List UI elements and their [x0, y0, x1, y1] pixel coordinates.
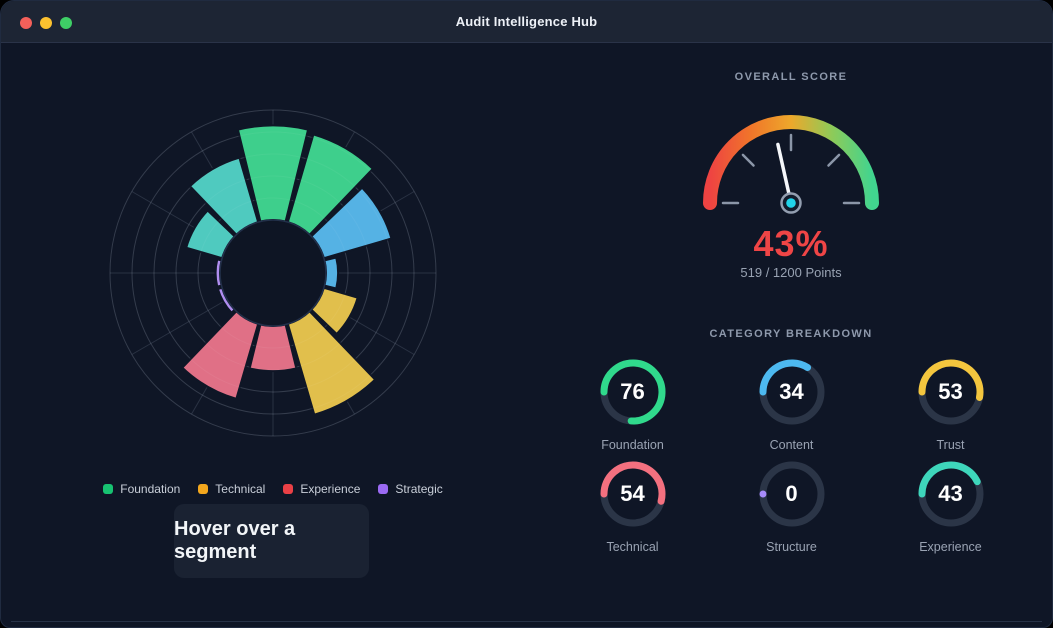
- segment-tooltip-box: Hover over a segment: [174, 504, 369, 578]
- polar-grid-ring-overlay: [153, 153, 393, 393]
- category-breakdown-heading: CATEGORY BREAKDOWN: [709, 328, 873, 340]
- polar-grid-spoke: [131, 299, 228, 355]
- ring-wrap: 0: [754, 456, 830, 532]
- polar-segment[interactable]: [180, 309, 260, 401]
- ring-wrap: 34: [754, 354, 830, 430]
- overall-score-heading: OVERALL SCORE: [734, 71, 848, 83]
- ring-progress: [759, 490, 766, 498]
- chart-legend: Foundation Technical Experience Strategic: [73, 482, 473, 496]
- progress-ring: [600, 359, 665, 425]
- polar-grid-ring-overlay: [175, 175, 371, 371]
- ring-progress: [600, 359, 665, 425]
- category-rings-grid: 76 Foundation 34 Content 53 Trust 54 Technical 0…: [553, 354, 1030, 554]
- legend-label: Strategic: [395, 482, 443, 496]
- ring-progress: [600, 461, 665, 505]
- overall-score-gauge: [703, 115, 879, 214]
- category-ring-trust: 53 Trust: [913, 354, 989, 452]
- ring-value: 34: [779, 379, 804, 404]
- polar-area-chart[interactable]: [73, 73, 473, 473]
- legend-label: Experience: [300, 482, 361, 496]
- progress-ring: [918, 461, 983, 527]
- polar-center-hole: [219, 219, 327, 327]
- ring-wrap: 53: [913, 354, 989, 430]
- progress-ring: [600, 461, 665, 527]
- polar-grid-ring-overlay: [131, 131, 415, 415]
- ring-value: 0: [785, 481, 798, 506]
- ring-progress: [759, 359, 811, 396]
- legend-item-strategic[interactable]: Strategic: [378, 482, 443, 496]
- legend-swatch: [103, 484, 114, 494]
- legend-label: Technical: [215, 482, 266, 496]
- window-controls: [20, 17, 72, 29]
- category-ring-technical: 54 Technical: [595, 456, 671, 554]
- polar-grid-ring-overlay: [109, 109, 437, 437]
- legend-swatch: [283, 484, 294, 494]
- ring-label: Trust: [936, 438, 965, 452]
- legend-label: Foundation: [120, 482, 181, 496]
- ring-label: Content: [769, 438, 814, 452]
- category-ring-foundation: 76 Foundation: [595, 354, 671, 452]
- title-bar: Audit Intelligence Hub: [1, 1, 1052, 43]
- ring-value: 76: [620, 379, 645, 404]
- legend-item-experience[interactable]: Experience: [283, 482, 360, 496]
- minimize-button[interactable]: [40, 17, 52, 29]
- legend-item-foundation[interactable]: Foundation: [103, 482, 180, 496]
- ring-label: Experience: [919, 540, 982, 554]
- gauge-tick: [741, 153, 755, 167]
- legend-item-technical[interactable]: Technical: [198, 482, 265, 496]
- category-ring-structure: 0 Structure: [754, 456, 830, 554]
- segment-tooltip-text: Hover over a segment: [174, 518, 296, 563]
- ring-label: Structure: [766, 540, 817, 554]
- ring-label: Technical: [606, 540, 659, 554]
- close-button[interactable]: [20, 17, 32, 29]
- progress-ring: [918, 359, 983, 425]
- gauge-tick: [827, 153, 841, 167]
- footer-divider: [11, 621, 1042, 622]
- ring-value: 43: [938, 481, 963, 506]
- ring-wrap: 76: [595, 354, 671, 430]
- ring-label: Foundation: [601, 438, 664, 452]
- legend-swatch: [378, 484, 389, 494]
- category-ring-content: 34 Content: [754, 354, 830, 452]
- ring-value: 54: [620, 481, 645, 506]
- ring-progress: [918, 359, 983, 401]
- progress-ring: [759, 461, 824, 527]
- zoom-button[interactable]: [60, 17, 72, 29]
- overall-score-points: 519 / 1200 Points: [740, 265, 842, 280]
- window-title: Audit Intelligence Hub: [455, 14, 598, 29]
- legend-swatch: [198, 484, 209, 494]
- gauge-arc: [703, 115, 879, 210]
- progress-ring: [759, 359, 824, 425]
- gauge-hub-dot: [786, 198, 796, 208]
- overall-score-percent: 43%: [753, 223, 829, 264]
- ring-wrap: 43: [913, 456, 989, 532]
- ring-value: 53: [938, 379, 963, 404]
- polar-grid-ring: [109, 109, 437, 437]
- ring-wrap: 54: [595, 456, 671, 532]
- polar-grid-ring-overlay: [197, 197, 349, 349]
- ring-progress: [918, 461, 981, 498]
- category-ring-experience: 43 Experience: [913, 456, 989, 554]
